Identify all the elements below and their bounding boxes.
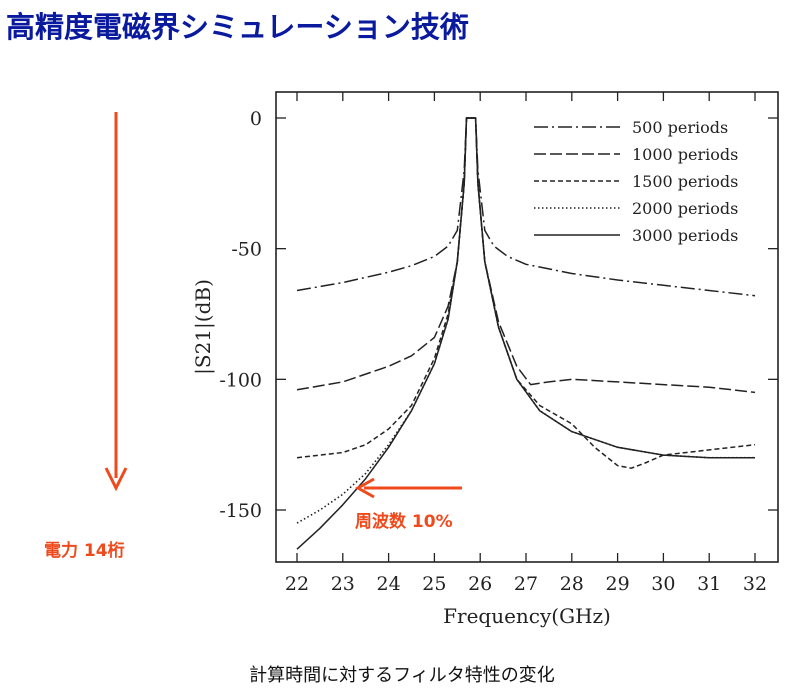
legend-label: 2000 periods xyxy=(632,199,738,218)
series-line-5 xyxy=(296,117,755,550)
slide-title: 高精度電磁界シミュレーション技術 xyxy=(6,10,469,44)
x-tick-label: 27 xyxy=(514,573,538,595)
x-tick-label: 23 xyxy=(331,573,355,595)
y-axis-title: |S21|(dB) xyxy=(191,279,216,375)
y-axis-title-text: |S21|(dB) xyxy=(191,279,216,375)
axis-ticks: 22 23 24 25 26 27 28 29 30 31 32 0 -50 -100 -150 xyxy=(219,92,778,595)
frequency-arrow-label: 周波数 10% xyxy=(355,511,453,532)
x-tick-label: 30 xyxy=(651,573,675,595)
y-tick-label: 0 xyxy=(250,108,262,130)
x-tick-label: 25 xyxy=(422,573,446,595)
x-axis-title: Frequency(GHz) xyxy=(443,604,611,628)
series-curves xyxy=(296,117,756,550)
legend-label: 1000 periods xyxy=(632,145,738,164)
x-tick-label: 29 xyxy=(606,573,630,595)
plot-frame xyxy=(275,91,779,563)
series-line-3 xyxy=(296,117,756,469)
x-tick-label: 22 xyxy=(285,573,309,595)
figure-caption: 計算時間に対するフィルタ特性の変化 xyxy=(249,665,555,686)
legend-label: 500 periods xyxy=(632,118,728,137)
y-tick-label: -150 xyxy=(219,500,262,522)
power-arrow-head xyxy=(104,467,128,492)
y-tick-label: -100 xyxy=(219,369,262,391)
x-tick-label: 26 xyxy=(468,573,492,595)
legend-label: 1500 periods xyxy=(632,172,738,191)
x-tick-label: 31 xyxy=(697,573,721,595)
y-tick-label: -50 xyxy=(231,239,262,261)
x-tick-label: 32 xyxy=(743,573,767,595)
x-tick-label: 24 xyxy=(377,573,401,595)
x-tick-label: 28 xyxy=(560,573,584,595)
power-range-label: 電力 14桁 xyxy=(44,541,125,561)
legend: 500 periods 1000 periods 1500 periods 2000 … xyxy=(534,118,738,245)
legend-label: 3000 periods xyxy=(632,226,738,245)
series-line-2 xyxy=(296,117,756,394)
frequency-arrow-head xyxy=(354,477,375,499)
